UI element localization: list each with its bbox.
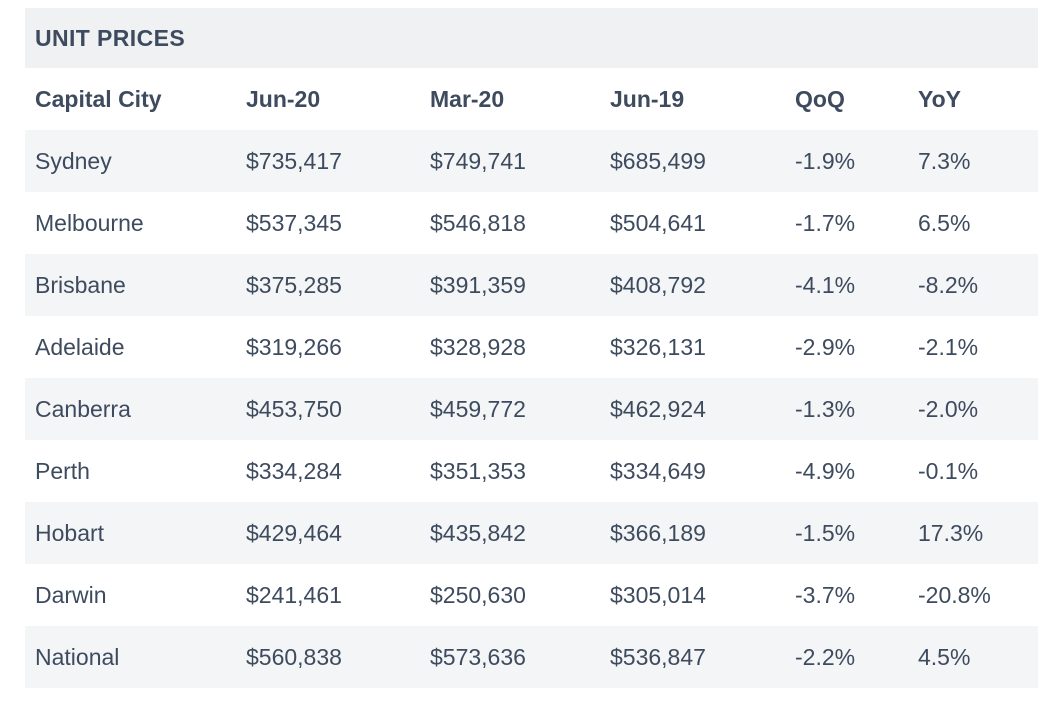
cell-qoq: -2.2% — [795, 643, 856, 670]
table-title-bar: UNIT PRICES — [25, 8, 1038, 68]
cell-city: Canberra — [35, 395, 131, 422]
cell-jun-19: $462,924 — [610, 395, 706, 422]
column-header-yoy: YoY — [908, 68, 1038, 130]
cell-yoy: 17.3% — [918, 519, 984, 546]
table-row-brisbane: Brisbane $375,285 $391,359 $408,792 -4.1… — [25, 254, 1038, 316]
cell-qoq: -1.7% — [795, 209, 856, 236]
cell-mar-20: $328,928 — [430, 333, 526, 360]
table-header: Capital City Jun-20 Mar-20 Jun-19 QoQ Yo… — [25, 68, 1038, 130]
cell-mar-20: $546,818 — [430, 209, 526, 236]
cell-city: Melbourne — [35, 209, 144, 236]
cell-qoq: -2.9% — [795, 333, 856, 360]
cell-city: Adelaide — [35, 333, 125, 360]
column-header-capital-city: Capital City — [25, 68, 236, 130]
table-row-darwin: Darwin $241,461 $250,630 $305,014 -3.7% … — [25, 564, 1038, 626]
cell-city: Perth — [35, 457, 90, 484]
cell-city: Hobart — [35, 519, 105, 546]
cell-mar-20: $459,772 — [430, 395, 526, 422]
cell-jun-20: $319,266 — [246, 333, 342, 360]
table-body: Sydney $735,417 $749,741 $685,499 -1.9% … — [25, 130, 1038, 688]
cell-jun-19: $305,014 — [610, 581, 706, 608]
table-row-perth: Perth $334,284 $351,353 $334,649 -4.9% -… — [25, 440, 1038, 502]
cell-qoq: -3.7% — [795, 581, 856, 608]
cell-jun-20: $241,461 — [246, 581, 342, 608]
header-row: Capital City Jun-20 Mar-20 Jun-19 QoQ Yo… — [25, 68, 1038, 130]
cell-jun-20: $429,464 — [246, 519, 342, 546]
cell-jun-20: $453,750 — [246, 395, 342, 422]
cell-jun-19: $366,189 — [610, 519, 706, 546]
cell-jun-19: $326,131 — [610, 333, 706, 360]
cell-qoq: -1.9% — [795, 147, 856, 174]
cell-qoq: -1.5% — [795, 519, 856, 546]
cell-yoy: 7.3% — [918, 147, 971, 174]
cell-yoy: -8.2% — [918, 271, 979, 298]
cell-jun-19: $408,792 — [610, 271, 706, 298]
table-row-hobart: Hobart $429,464 $435,842 $366,189 -1.5% … — [25, 502, 1038, 564]
column-header-jun-20: Jun-20 — [236, 68, 420, 130]
cell-jun-20: $537,345 — [246, 209, 342, 236]
column-header-qoq: QoQ — [785, 68, 908, 130]
cell-qoq: -1.3% — [795, 395, 856, 422]
cell-city: Sydney — [35, 147, 112, 174]
cell-city: Darwin — [35, 581, 107, 608]
table-row-adelaide: Adelaide $319,266 $328,928 $326,131 -2.9… — [25, 316, 1038, 378]
table-row-canberra: Canberra $453,750 $459,772 $462,924 -1.3… — [25, 378, 1038, 440]
cell-mar-20: $749,741 — [430, 147, 526, 174]
cell-mar-20: $391,359 — [430, 271, 526, 298]
unit-prices-table: Capital City Jun-20 Mar-20 Jun-19 QoQ Yo… — [25, 68, 1038, 688]
cell-yoy: -2.0% — [918, 395, 979, 422]
table-row-sydney: Sydney $735,417 $749,741 $685,499 -1.9% … — [25, 130, 1038, 192]
cell-mar-20: $435,842 — [430, 519, 526, 546]
cell-yoy: 6.5% — [918, 209, 971, 236]
cell-jun-19: $685,499 — [610, 147, 706, 174]
cell-jun-20: $375,285 — [246, 271, 342, 298]
cell-jun-20: $560,838 — [246, 643, 342, 670]
cell-qoq: -4.9% — [795, 457, 856, 484]
cell-mar-20: $351,353 — [430, 457, 526, 484]
column-header-jun-19: Jun-19 — [600, 68, 785, 130]
cell-mar-20: $573,636 — [430, 643, 526, 670]
cell-qoq: -4.1% — [795, 271, 856, 298]
table-row-national: National $560,838 $573,636 $536,847 -2.2… — [25, 626, 1038, 688]
cell-jun-20: $334,284 — [246, 457, 342, 484]
cell-city: National — [35, 643, 120, 670]
cell-mar-20: $250,630 — [430, 581, 526, 608]
cell-jun-19: $504,641 — [610, 209, 706, 236]
column-header-mar-20: Mar-20 — [420, 68, 600, 130]
page-title: UNIT PRICES — [35, 24, 186, 51]
cell-yoy: -2.1% — [918, 333, 979, 360]
table-row-melbourne: Melbourne $537,345 $546,818 $504,641 -1.… — [25, 192, 1038, 254]
cell-yoy: -0.1% — [918, 457, 979, 484]
cell-jun-20: $735,417 — [246, 147, 342, 174]
cell-yoy: -20.8% — [918, 581, 991, 608]
cell-jun-19: $536,847 — [610, 643, 706, 670]
cell-yoy: 4.5% — [918, 643, 971, 670]
cell-jun-19: $334,649 — [610, 457, 706, 484]
cell-city: Brisbane — [35, 271, 126, 298]
